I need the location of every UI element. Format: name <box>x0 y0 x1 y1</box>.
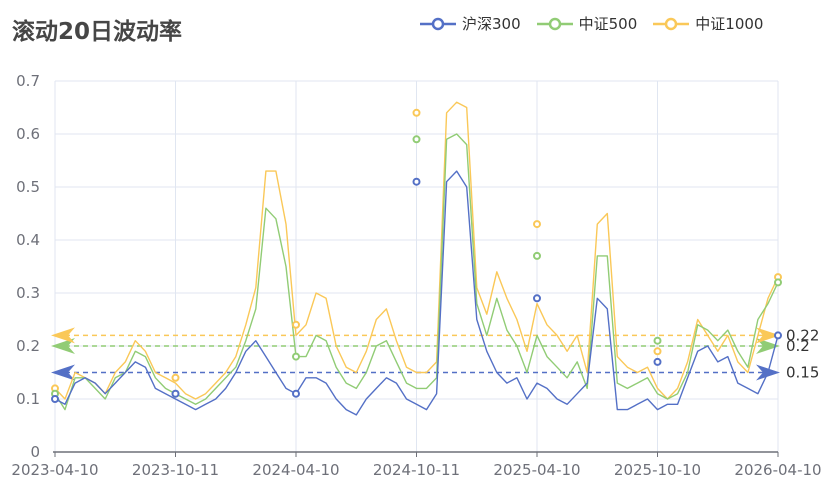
data-point-marker[interactable] <box>774 331 782 340</box>
arrow-left-icon <box>51 327 75 344</box>
y-tick-label: 0 <box>30 443 40 461</box>
series-markers <box>51 108 782 403</box>
x-axis: 2023-04-10 2023-10-11 2024-04-10 2024-10-11… <box>11 451 822 479</box>
data-point-marker[interactable] <box>533 251 541 260</box>
chart-title: 滚动20日波动率 <box>12 19 183 45</box>
legend-line-circle-icon <box>653 17 690 30</box>
legend-label: 中证500 <box>578 15 638 33</box>
legend-label: 中证1000 <box>695 15 764 33</box>
mark-line-labels: 0.15 0.20.22 <box>786 326 819 381</box>
data-point-marker[interactable] <box>412 108 421 117</box>
y-tick-label: 0.3 <box>16 284 40 302</box>
x-tick-label: 2023-04-10 <box>11 461 98 479</box>
mark-line-value: 0.2 <box>786 337 810 355</box>
data-point-marker[interactable] <box>533 294 541 303</box>
arrow-left-icon <box>51 338 75 354</box>
legend-line-circle-icon <box>420 17 456 30</box>
data-point-marker[interactable] <box>292 389 300 398</box>
series-line[interactable] <box>54 170 779 416</box>
series-line[interactable] <box>54 101 779 400</box>
legend-item-zz1000[interactable]: 中证1000 <box>653 13 763 34</box>
data-point-marker[interactable] <box>653 347 662 356</box>
mark-line-value: 0.22 <box>786 326 819 344</box>
y-tick-label: 0.4 <box>16 231 40 249</box>
legend-line-circle-icon <box>536 17 573 30</box>
data-point-marker[interactable] <box>774 278 782 287</box>
arrow-right-icon <box>756 338 780 354</box>
mark-lines <box>51 327 780 381</box>
y-axis: 0 0.1 0.2 0.3 0.4 0.5 0.6 0.7 <box>16 72 40 461</box>
y-tick-label: 0.7 <box>16 72 40 90</box>
data-point-marker[interactable] <box>51 395 59 403</box>
data-point-marker[interactable] <box>171 373 180 382</box>
y-tick-label: 0.2 <box>16 337 40 355</box>
y-tick-label: 0.6 <box>16 125 40 143</box>
legend-item-zz500[interactable]: 中证500 <box>536 13 638 34</box>
data-point-marker[interactable] <box>412 135 421 144</box>
legend-item-hs300[interactable]: 沪深300 <box>420 13 521 34</box>
y-tick-label: 0.1 <box>16 390 40 408</box>
x-tick-label: 2024-04-10 <box>252 461 339 479</box>
data-point-marker[interactable] <box>412 177 421 186</box>
x-tick-label: 2023-10-11 <box>132 461 219 479</box>
data-point-marker[interactable] <box>292 320 300 329</box>
data-point-marker[interactable] <box>653 357 662 366</box>
arrow-left-icon <box>51 364 75 381</box>
legend-label: 沪深300 <box>462 15 521 33</box>
arrow-right-icon <box>756 327 780 344</box>
x-tick-label: 2025-10-10 <box>614 461 701 479</box>
data-point-marker[interactable] <box>653 336 662 345</box>
data-point-marker[interactable] <box>292 352 300 361</box>
x-tick-label: 2025-04-10 <box>493 461 580 479</box>
data-point-marker[interactable] <box>171 389 180 398</box>
mark-line-value: 0.15 <box>786 364 819 382</box>
legend: 沪深300 中证500 中证1000 <box>420 13 763 34</box>
x-tick-label: 2024-10-11 <box>373 461 460 479</box>
y-tick-label: 0.5 <box>16 178 40 196</box>
x-tick-label: 2026-04-10 <box>734 461 821 479</box>
data-point-marker[interactable] <box>533 220 541 229</box>
